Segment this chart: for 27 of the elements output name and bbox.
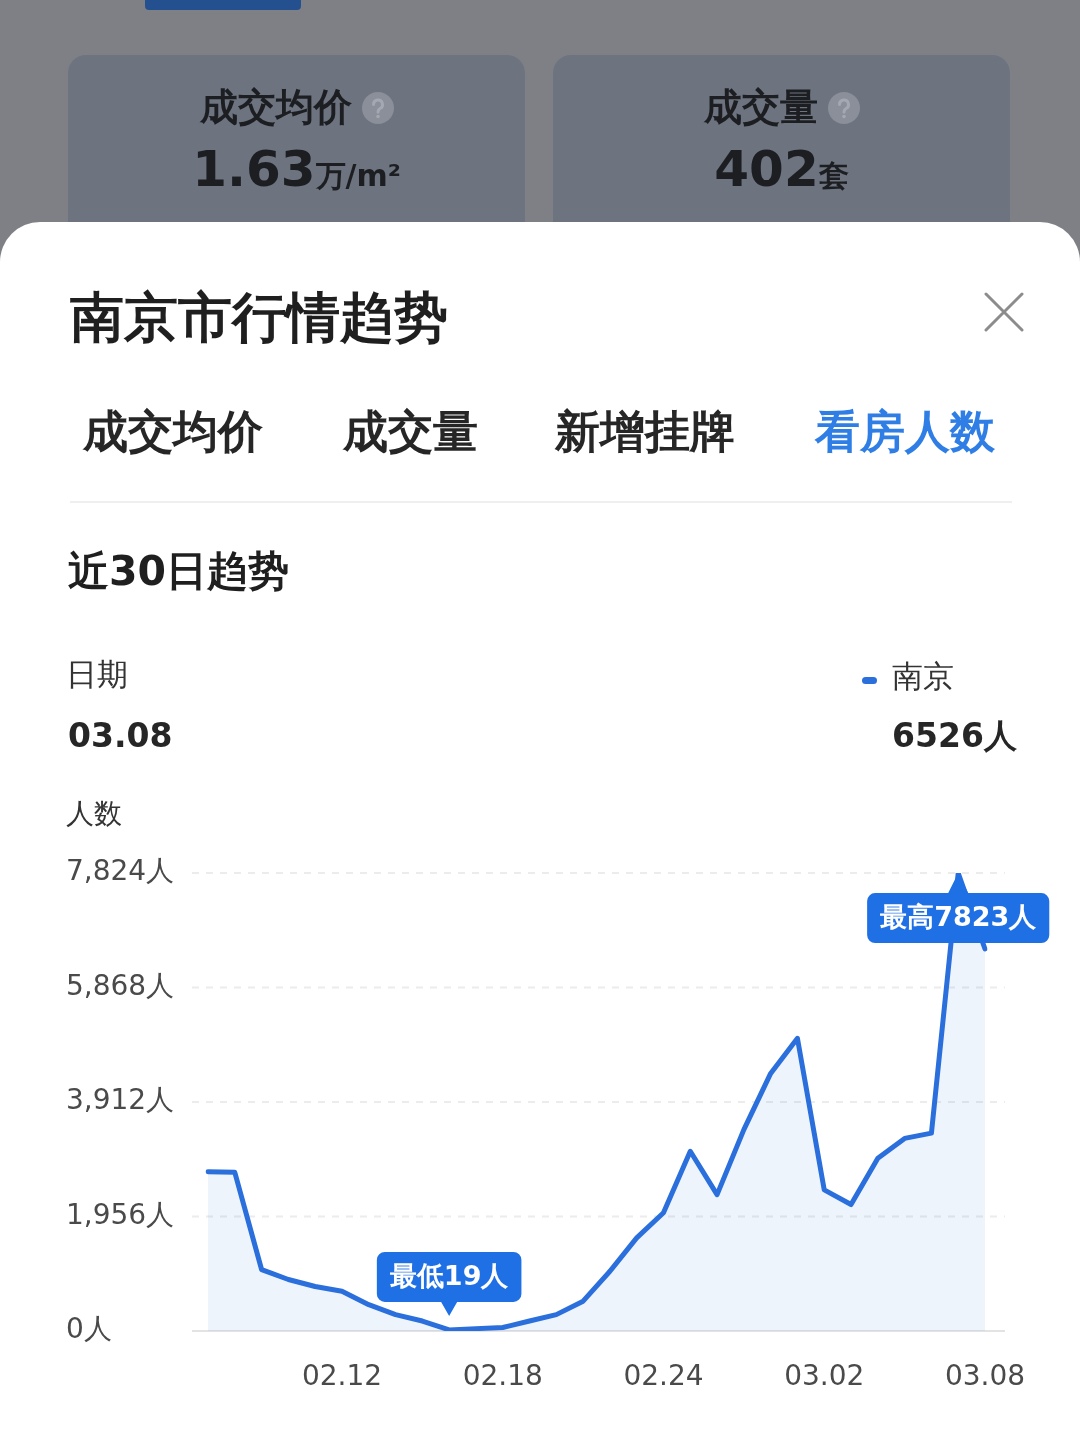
chart-subtitle: 近30日趋势 xyxy=(68,547,290,597)
text: 成交量 xyxy=(343,405,478,459)
text: 成交量 xyxy=(703,85,818,131)
x-tick-label: 03.02 xyxy=(784,1359,865,1393)
y-tick-label: 3,912人 xyxy=(66,1083,175,1117)
text: 成交均价 xyxy=(83,405,263,459)
text: 402套 xyxy=(714,140,849,198)
annotation: 最高7823人 xyxy=(879,901,1038,933)
x-tick-label: 03.08 xyxy=(944,1359,1026,1393)
text: 日期 xyxy=(66,656,128,694)
text: 1.63万/m² xyxy=(192,140,401,198)
text: 成交均价 xyxy=(199,85,352,131)
text: 03.08 xyxy=(68,716,173,756)
text: 看房人数 xyxy=(815,405,995,459)
y-tick-label: 1,956人 xyxy=(66,1197,175,1231)
text: 新增挂牌 xyxy=(555,405,735,459)
legend-label: 南京 xyxy=(892,658,954,696)
y-tick-label: 7,824人 xyxy=(66,854,175,888)
x-tick-label: 02.18 xyxy=(462,1359,543,1393)
x-tick-label: 02.24 xyxy=(623,1359,704,1393)
y-tick-label: 0人 xyxy=(66,1312,112,1346)
text: 6526人 xyxy=(892,716,1017,756)
y-axis-title: 人数 xyxy=(66,797,122,831)
annotation: 最低19人 xyxy=(388,1259,510,1291)
x-tick-label: 02.12 xyxy=(301,1359,383,1393)
y-tick-label: 5,868人 xyxy=(66,968,175,1002)
chart-title: 南京市行情趋势 xyxy=(70,286,448,351)
